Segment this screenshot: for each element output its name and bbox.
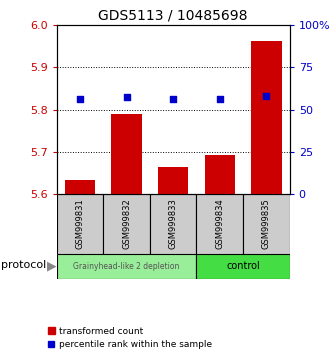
Text: GSM999834: GSM999834 xyxy=(215,199,224,249)
Point xyxy=(170,97,176,102)
Point xyxy=(264,93,269,99)
Point xyxy=(124,94,129,99)
Point xyxy=(217,97,222,102)
Text: Grainyhead-like 2 depletion: Grainyhead-like 2 depletion xyxy=(73,262,180,271)
Bar xyxy=(103,194,150,253)
Bar xyxy=(196,253,290,279)
Bar xyxy=(243,194,290,253)
Bar xyxy=(65,180,95,194)
Text: GSM999835: GSM999835 xyxy=(262,199,271,249)
Bar xyxy=(57,194,103,253)
Point xyxy=(77,97,83,102)
Text: protocol: protocol xyxy=(1,259,47,269)
Bar xyxy=(158,167,188,194)
Text: GSM999833: GSM999833 xyxy=(168,199,178,249)
Text: control: control xyxy=(226,261,260,271)
Bar xyxy=(204,155,235,194)
Bar xyxy=(251,41,281,194)
Legend: transformed count, percentile rank within the sample: transformed count, percentile rank withi… xyxy=(48,327,212,349)
Text: ▶: ▶ xyxy=(47,260,56,273)
Bar xyxy=(57,253,196,279)
Bar xyxy=(150,194,196,253)
Title: GDS5113 / 10485698: GDS5113 / 10485698 xyxy=(99,8,248,22)
Bar xyxy=(111,114,142,194)
Text: GSM999832: GSM999832 xyxy=(122,199,131,249)
Bar xyxy=(196,194,243,253)
Text: GSM999831: GSM999831 xyxy=(75,199,85,249)
